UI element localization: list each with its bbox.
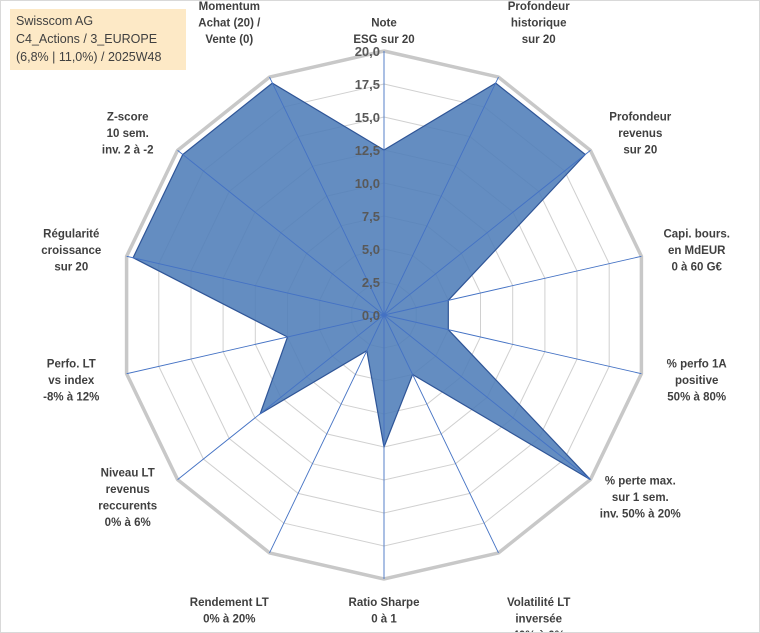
axis-spoke bbox=[269, 76, 385, 316]
tick-label: 17,5 bbox=[355, 77, 380, 92]
axis-spoke bbox=[383, 255, 642, 316]
axis-spoke bbox=[269, 314, 385, 554]
axis-label: Capi. bours. en MdEUR 0 à 60 G€ bbox=[663, 229, 729, 274]
axis-spoke bbox=[383, 314, 499, 554]
axis-label: Profondeur historique sur 20 bbox=[508, 1, 570, 46]
axis-label: Niveau LT revenus reccurents 0% à 6% bbox=[98, 467, 157, 529]
axis-label: Profondeur revenus sur 20 bbox=[609, 111, 671, 156]
axis-spoke bbox=[383, 150, 591, 316]
axis-label: Régularité croissance sur 20 bbox=[41, 229, 101, 274]
tick-label: 5,0 bbox=[362, 242, 380, 257]
axis-label: % perte max. sur 1 sem. inv. 50% à 20% bbox=[600, 476, 681, 521]
axis-label: % perfo 1A positive 50% à 80% bbox=[667, 359, 727, 404]
axis-spoke bbox=[383, 76, 499, 316]
tick-label: 10,0 bbox=[355, 176, 380, 191]
performance-week: (6,8% | 11,0%) / 2025W48 bbox=[16, 50, 162, 64]
tick-label: 20,0 bbox=[355, 44, 380, 59]
axis-spoke bbox=[177, 150, 385, 316]
company-name: Swisscom AG bbox=[16, 14, 94, 28]
stock-info-box: Swisscom AG C4_Actions / 3_EUROPE (6,8% … bbox=[10, 9, 186, 70]
portfolio-category: C4_Actions / 3_EUROPE bbox=[16, 32, 158, 46]
tick-label: 2,5 bbox=[362, 275, 380, 290]
axis-spoke bbox=[126, 314, 385, 375]
axis-label: Ratio Sharpe 0 à 1 bbox=[349, 597, 420, 626]
axis-label: Rendement LT 0% à 20% bbox=[190, 597, 269, 626]
axis-label: Momentum Achat (20) / Vente (0) bbox=[198, 1, 261, 46]
axis-spoke bbox=[383, 314, 591, 480]
tick-label: 15,0 bbox=[355, 110, 380, 125]
tick-label: 7,5 bbox=[362, 209, 380, 224]
axis-label: Volatilité LTinversée40% à 0% bbox=[507, 597, 570, 632]
tick-label: 12,5 bbox=[355, 143, 380, 158]
axis-label: Note ESG sur 20 bbox=[353, 18, 414, 47]
axis-spoke bbox=[383, 314, 642, 375]
axis-spoke bbox=[126, 255, 385, 316]
axis-spoke bbox=[177, 314, 385, 480]
axis-label: Perfo. LT vs index -8% à 12% bbox=[43, 359, 99, 404]
axis-label: Z-score 10 sem. inv. 2 à -2 bbox=[102, 111, 154, 156]
tick-label: 0,0 bbox=[362, 308, 380, 323]
